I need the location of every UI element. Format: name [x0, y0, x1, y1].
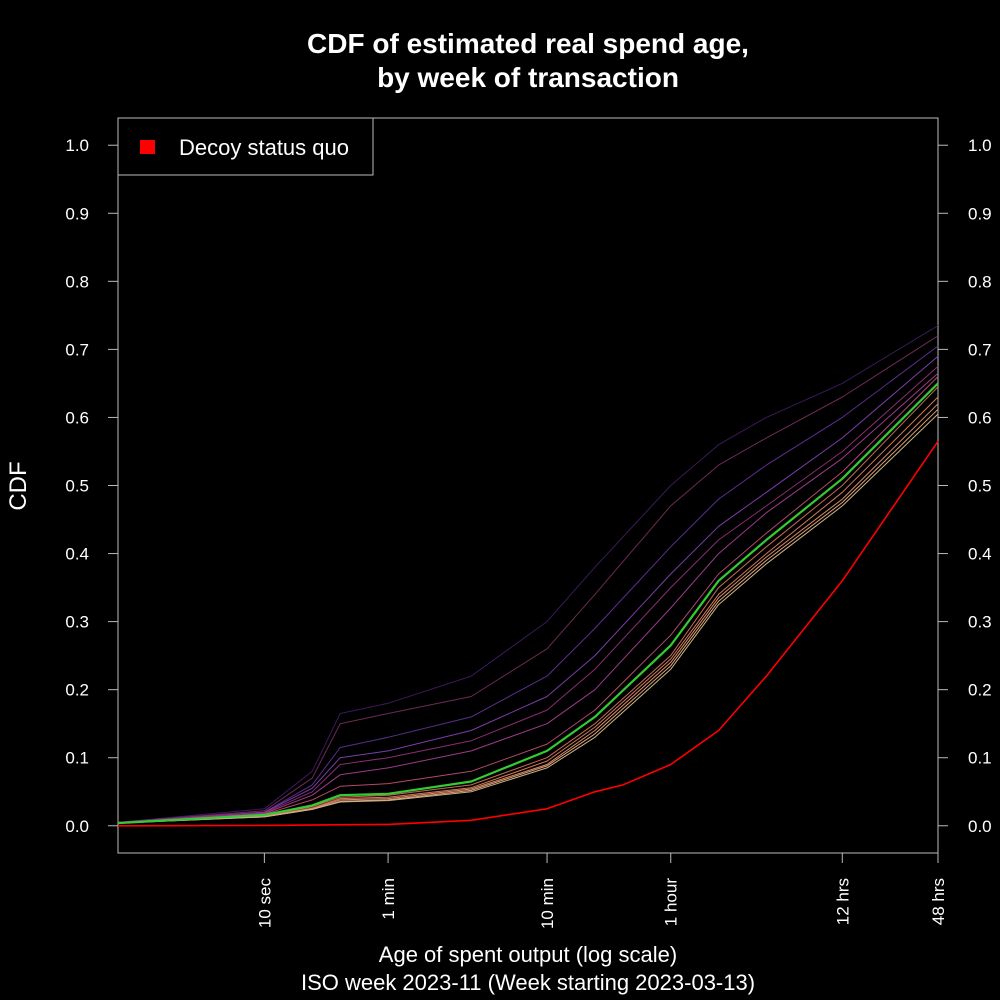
y-tick-label-left: 0.5 [65, 477, 89, 496]
series-layer [117, 325, 939, 827]
y-tick-label-right: 0.7 [968, 340, 992, 359]
legend-swatch-decoy [140, 140, 155, 154]
y-tick-label-left: 0.4 [65, 545, 89, 564]
y-tick-label-right: 1.0 [968, 136, 992, 155]
plot-area-frame [117, 117, 939, 854]
week-series-line-1 [117, 335, 939, 823]
y-tick-label-right: 0.6 [968, 408, 992, 427]
current-week-series-line [117, 382, 939, 825]
week-series-line-11 [117, 413, 939, 824]
week-series-line-4 [117, 366, 939, 823]
legend: Decoy status quo [117, 117, 374, 176]
week-series-line-7 [117, 386, 939, 824]
x-tick-label: 1 min [379, 878, 398, 920]
y-tick-label-left: 1.0 [65, 136, 89, 155]
y-tick-label-right: 0.4 [968, 545, 992, 564]
week-series-line-5 [117, 372, 939, 823]
x-tick-label: 48 hrs [929, 878, 948, 925]
y-tick-label-left: 0.7 [65, 340, 89, 359]
y-tick-label-right: 0.8 [968, 272, 992, 291]
y-tick-label-right: 0.9 [968, 204, 992, 223]
x-tick-label: 1 hour [662, 878, 681, 927]
y-tick-label-left: 0.0 [65, 817, 89, 836]
y-tick-label-left: 0.6 [65, 408, 89, 427]
y-axis-title: CDF [5, 461, 32, 510]
y-axis-right: 0.0 0.1 0.2 0.3 0.4 0.5 0.6 0.7 0.8 0.9 1.0 [938, 136, 992, 836]
decoy-status-quo-line [117, 440, 939, 827]
week-series-line-0 [117, 325, 939, 823]
y-tick-label-right: 0.0 [968, 817, 992, 836]
x-tick-label: 10 sec [255, 878, 274, 929]
y-tick-label-left: 0.1 [65, 749, 89, 768]
x-axis-subtitle: ISO week 2023-11 (Week starting 2023-03-… [301, 970, 755, 995]
chart-title-line-2: by week of transaction [377, 62, 679, 93]
x-tick-label: 12 hrs [833, 878, 852, 925]
week-series-line-8 [117, 396, 939, 824]
y-tick-label-right: 0.3 [968, 613, 992, 632]
week-series-line-9 [117, 403, 939, 824]
week-series-line-3 [117, 355, 939, 823]
legend-label-decoy: Decoy status quo [179, 135, 349, 160]
y-tick-label-right: 0.2 [968, 681, 992, 700]
y-tick-label-left: 0.3 [65, 613, 89, 632]
week-series-line-6 [117, 376, 939, 823]
y-tick-label-right: 0.1 [968, 749, 992, 768]
x-tick-label: 10 min [538, 878, 557, 929]
x-axis: 10 sec 1 min 10 min 1 hour 12 hrs 48 hrs [255, 853, 948, 929]
week-series-line-2 [117, 345, 939, 823]
y-tick-label-left: 0.8 [65, 272, 89, 291]
x-axis-title: Age of spent output (log scale) [379, 942, 677, 967]
y-tick-label-left: 0.2 [65, 681, 89, 700]
chart-title-line-1: CDF of estimated real spend age, [307, 28, 749, 59]
legend-box [117, 117, 374, 176]
y-tick-label-right: 0.5 [968, 477, 992, 496]
y-tick-label-left: 0.9 [65, 204, 89, 223]
y-axis-left: 0.0 0.1 0.2 0.3 0.4 0.5 0.6 0.7 0.8 0.9 1.0 [65, 136, 118, 836]
